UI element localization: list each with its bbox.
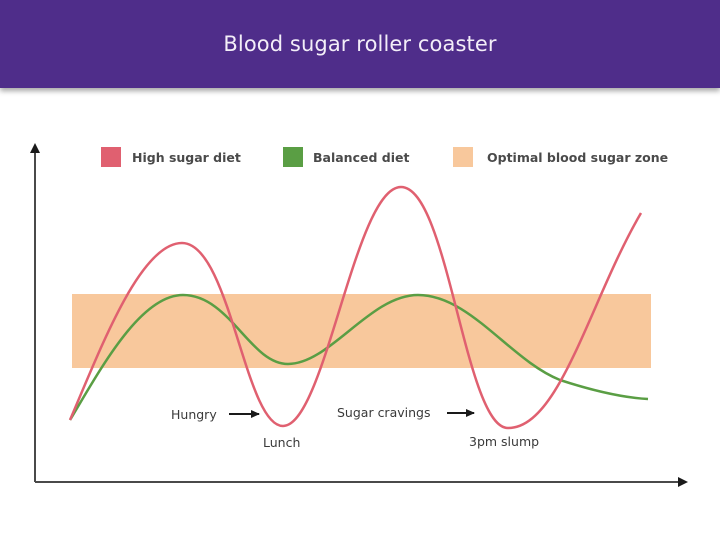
optimal-zone-band (72, 294, 651, 368)
legend-swatch-orange (453, 147, 473, 167)
legend-item-optimal-zone: Optimal blood sugar zone (453, 147, 668, 167)
legend-swatch-green (283, 147, 303, 167)
annotation-lunch-text: Lunch (263, 435, 300, 450)
legend: High sugar diet Balanced diet Optimal bl… (101, 147, 668, 167)
annotation-hungry-text: Hungry (171, 407, 217, 422)
legend-label: Balanced diet (313, 150, 409, 165)
annotation-slump-text: 3pm slump (469, 434, 539, 449)
legend-label: High sugar diet (132, 150, 241, 165)
header-bar: Blood sugar roller coaster (0, 0, 720, 88)
legend-item-high-sugar: High sugar diet (101, 147, 241, 167)
legend-label: Optimal blood sugar zone (487, 150, 668, 165)
high-sugar-diet-line (68, 185, 643, 430)
annotation-hungry: Hungry (171, 407, 260, 422)
legend-swatch-red (101, 147, 121, 167)
chart-title: Blood sugar roller coaster (223, 32, 497, 56)
legend-item-balanced: Balanced diet (283, 147, 409, 167)
annotation-sugar-cravings-text: Sugar cravings (337, 405, 430, 420)
annotation-sugar-cravings: Sugar cravings (337, 405, 475, 420)
